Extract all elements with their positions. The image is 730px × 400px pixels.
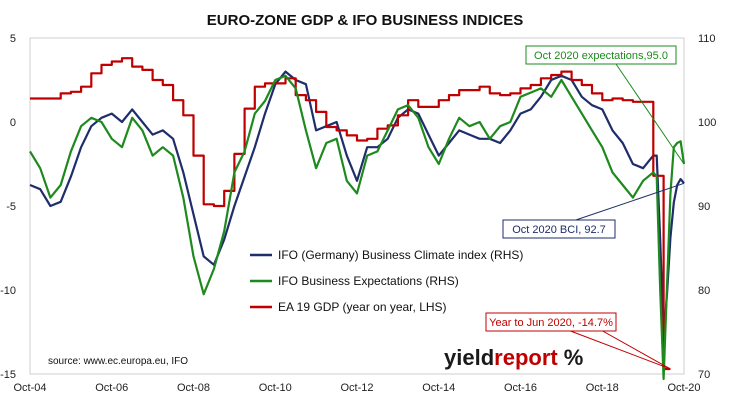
left-tick-label: -5 <box>6 201 16 213</box>
axis-ticks: Oct-04 Oct-06 Oct-08 Oct-10 Oct-12 Oct-14 Oct-… <box>0 33 716 394</box>
legend: IFO (Germany) Business Climate index (RH… <box>250 248 523 314</box>
logo-part-report: report <box>494 345 558 370</box>
annotation-leader-line <box>615 63 685 165</box>
logo-text: yieldreport% <box>444 345 583 370</box>
annotation-label: Oct 2020 BCI, 92.7 <box>512 224 606 236</box>
plot-frame <box>29 37 685 375</box>
series-line-gdp <box>30 57 671 371</box>
x-tick-label: Oct-10 <box>259 382 292 394</box>
annotation-label: Year to Jun 2020, -14.7% <box>489 317 613 329</box>
left-tick-label: -10 <box>0 285 16 297</box>
x-tick-label: Oct-12 <box>340 382 373 394</box>
x-tick-label: Oct-04 <box>13 382 46 394</box>
chart-title: EURO-ZONE GDP & IFO BUSINESS INDICES <box>207 12 523 29</box>
series-lines <box>29 57 686 381</box>
yieldreport-logo: yieldreport% <box>444 345 583 370</box>
series-line-bci <box>29 70 685 339</box>
annotation-leader-line <box>570 330 671 370</box>
left-tick-label: 0 <box>10 117 16 129</box>
left-tick-label: 5 <box>10 33 16 45</box>
series-line-expectations <box>29 74 686 381</box>
legend-label-gdp: EA 19 GDP (year on year, LHS) <box>278 300 447 314</box>
x-tick-label: Oct-18 <box>586 382 619 394</box>
logo-part-yield: yield <box>444 345 494 370</box>
right-tick-label: 90 <box>698 201 710 213</box>
legend-label-bci: IFO (Germany) Business Climate index (RH… <box>278 248 523 262</box>
right-tick-label: 80 <box>698 285 710 297</box>
right-tick-label: 110 <box>698 33 716 45</box>
annotations: Oct 2020 expectations,95.0 Oct 2020 BCI, … <box>485 45 685 370</box>
annotation-box <box>502 219 616 239</box>
right-tick-label: 70 <box>698 369 710 381</box>
x-tick-label: Oct-06 <box>95 382 128 394</box>
logo-percent-symbol: % <box>564 345 584 370</box>
right-tick-label: 100 <box>698 117 716 129</box>
x-tick-label: Oct-20 <box>667 382 700 394</box>
annotation-leader-line <box>575 182 685 221</box>
x-tick-label: Oct-14 <box>422 382 455 394</box>
x-tick-label: Oct-16 <box>504 382 537 394</box>
annotation-box <box>485 312 617 332</box>
annotation-box <box>525 45 677 65</box>
x-tick-label: Oct-08 <box>177 382 210 394</box>
left-tick-label: -15 <box>0 369 16 381</box>
annotation-label: Oct 2020 expectations,95.0 <box>534 50 668 62</box>
legend-label-expectations: IFO Business Expectations (RHS) <box>278 274 459 288</box>
source-note: source: www.ec.europa.eu, IFO <box>48 356 188 367</box>
